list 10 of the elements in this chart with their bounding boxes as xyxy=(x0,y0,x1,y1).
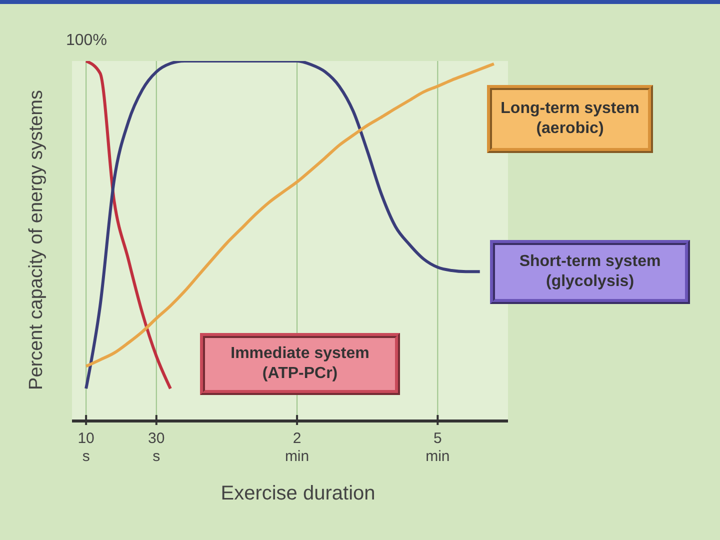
label-box: Long-term system (aerobic) xyxy=(487,85,653,153)
y-axis-title: Percent capacity of energy systems xyxy=(26,90,48,390)
label-box: Short-term system (glycolysis) xyxy=(490,240,690,304)
x-tick-label: 10 s xyxy=(78,430,94,465)
x-tick-label: 30 s xyxy=(148,430,165,465)
text: 100% xyxy=(66,32,107,50)
x-tick-label: 5 min xyxy=(426,430,450,465)
x-axis-title: Exercise duration xyxy=(220,482,376,506)
label-box: Immediate system (ATP-PCr) xyxy=(200,333,400,395)
x-tick-label: 2 min xyxy=(284,430,310,465)
